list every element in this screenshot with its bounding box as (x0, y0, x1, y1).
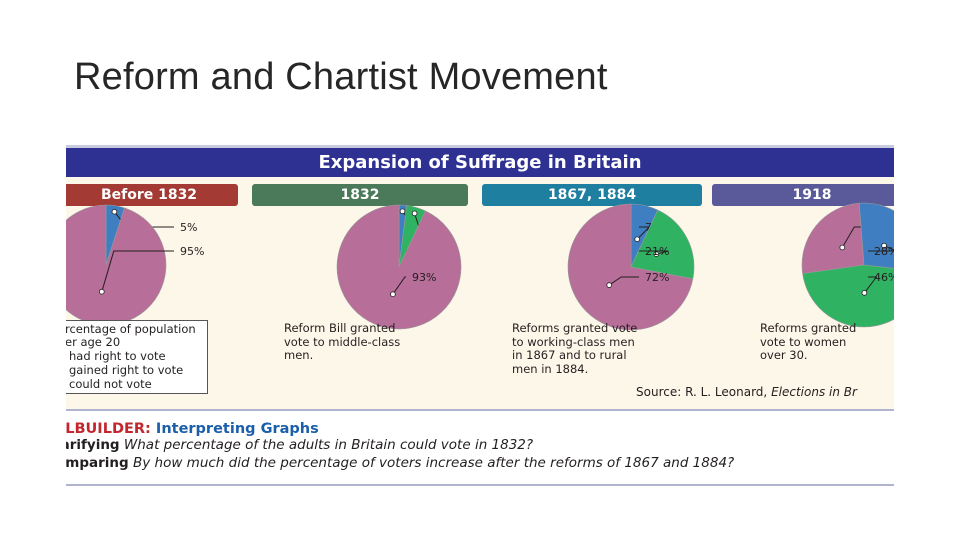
legend-could-not-vote: could not vote (69, 377, 152, 391)
leader-dot (839, 244, 846, 251)
slice-label: 72% (645, 271, 669, 284)
description-line: in 1867 and to rural (512, 348, 627, 362)
question-text: By how much did the percentage of voters… (132, 455, 735, 471)
question-comparing: omparing By how much did the percentage … (66, 455, 734, 471)
description-1832: Reform Bill granted vote to middle-class… (284, 321, 459, 363)
legend-heading: rcentage of population (66, 322, 196, 336)
description-line: vote to middle-class (284, 334, 401, 349)
leader-line (608, 276, 639, 286)
pie-slice (630, 209, 695, 280)
description-line: men in 1884. (512, 361, 589, 376)
leader-dot (634, 236, 640, 243)
description-1918: Reforms granted vote to women over 30. (760, 321, 894, 363)
legend-heading-2: er age 20 (66, 335, 121, 349)
legend: rcentage of population er age 20 had rig… (66, 320, 208, 394)
description-line: men. (284, 348, 314, 362)
pie-chart: 5% 95% (66, 204, 204, 326)
slice-label: 5% (180, 221, 197, 234)
skillbuilder-bottom-rule (66, 484, 894, 486)
pie-charts: 5%95%2%5%93%7%21%72%26%28%46% (66, 202, 894, 331)
description-line: vote to women (760, 334, 847, 349)
leader-dot (98, 288, 105, 295)
pie-slice (336, 204, 462, 330)
leader-dot (411, 210, 418, 217)
suffrage-figure: Expansion of Suffrage in Britain Before … (66, 145, 894, 487)
legend-had-right: had right to vote (69, 349, 166, 363)
description-1867-1884: Reforms granted vote to working-class me… (512, 321, 687, 376)
slice-label: 28% (874, 245, 894, 258)
skillbuilder-title: LLBUILDER: Interpreting Graphs (66, 421, 319, 437)
description-line: to working-class men (512, 334, 635, 349)
leader-dot (653, 251, 660, 257)
source-prefix: Source: R. L. Leonard, (636, 385, 772, 399)
leader-line (639, 250, 669, 255)
question-text: What percentage of the adults in Britain… (123, 437, 534, 453)
legend-gained-right: gained right to vote (69, 363, 184, 377)
leader-dot (606, 282, 612, 288)
source-title: Elections in Br (771, 385, 857, 399)
slice-label: 93% (412, 271, 436, 284)
slice-label: 95% (180, 245, 204, 258)
leader-line (101, 250, 174, 292)
slice-label: 21% (645, 245, 669, 258)
period-label-1867-1884: 1867, 1884 (482, 184, 702, 206)
slice-label: 46% (874, 271, 894, 284)
question-label: omparing (66, 455, 129, 471)
pie-slice (567, 203, 694, 331)
leader-dot (861, 290, 868, 296)
leader-line (864, 276, 878, 294)
leader-dot (881, 242, 887, 249)
period-label-1918: 1918 (712, 184, 894, 206)
pie-slice (801, 202, 865, 274)
pie-slice (802, 264, 894, 328)
figure-header: Expansion of Suffrage in Britain (66, 148, 894, 177)
pie-slice (858, 202, 894, 269)
leader-line (868, 245, 894, 252)
pie-chart: 2%5%93% (336, 204, 462, 330)
period-label-before-1832: Before 1832 (66, 184, 238, 206)
figure-top-rule (66, 145, 894, 148)
pie-chart: 7%21%72% (567, 203, 695, 331)
leader-line (392, 276, 406, 295)
leader-dot (399, 208, 406, 215)
skillbuilder-top-rule (66, 409, 894, 411)
skillbuilder-label: LLBUILDER: (66, 421, 151, 437)
leader-line (636, 226, 651, 240)
description-line: over 30. (760, 348, 808, 362)
leader-dot (390, 291, 396, 298)
pie-chart: 26%28%46% (801, 202, 894, 328)
description-line: Reform Bill granted (284, 321, 396, 335)
slide-title: Reform and Chartist Movement (74, 56, 608, 98)
description-line: Reforms granted (760, 321, 857, 335)
question-clarifying: larifying What percentage of the adults … (66, 437, 533, 453)
period-label-1832: 1832 (252, 184, 468, 206)
skillbuilder-heading: Interpreting Graphs (155, 421, 319, 437)
source-note: Source: R. L. Leonard, Elections in Br (636, 385, 857, 399)
skillbuilder-panel (66, 409, 894, 487)
leader-dot (111, 208, 118, 215)
description-line: Reforms granted vote (512, 321, 638, 335)
question-label: larifying (66, 437, 120, 453)
